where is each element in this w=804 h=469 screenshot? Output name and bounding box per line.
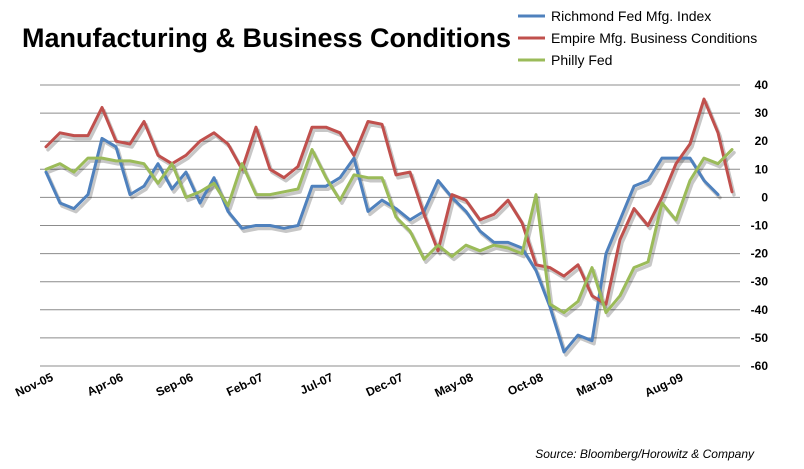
- x-tick-label: Apr-06: [85, 370, 126, 399]
- y-tick-label: -40: [751, 303, 769, 317]
- y-tick-label: 20: [755, 134, 769, 148]
- legend-label-2: Empire Mfg. Business Conditions: [551, 30, 757, 46]
- x-tick-label: May-08: [432, 370, 475, 400]
- x-tick-label: Aug-09: [642, 370, 685, 400]
- y-tick-label: -60: [751, 359, 769, 373]
- series-line-2: [44, 97, 734, 306]
- legend-label-3: Philly Fed: [551, 52, 612, 68]
- x-tick-label: Oct-08: [505, 370, 545, 399]
- y-tick-label: 0: [761, 190, 768, 204]
- y-tick-label: 40: [755, 78, 769, 92]
- series-line-1: [44, 136, 720, 354]
- y-axis-ticks: 40 30 20 10 0 -10 -20 -30 -40 -50 -60: [751, 78, 769, 373]
- x-tick-label: Dec-07: [364, 370, 406, 399]
- x-tick-label: Feb-07: [224, 370, 265, 399]
- legend-label-1: Richmond Fed Mfg. Index: [551, 8, 711, 24]
- y-tick-label: 10: [755, 162, 769, 176]
- series-lines: [44, 97, 736, 357]
- chart-source: Source: Bloomberg/Horowitz & Company: [535, 447, 755, 461]
- y-tick-label: -10: [751, 219, 769, 233]
- y-tick-label: 30: [755, 106, 769, 120]
- y-tick-label: -20: [751, 247, 769, 261]
- legend: Richmond Fed Mfg. Index Empire Mfg. Busin…: [518, 8, 757, 68]
- x-axis-ticks: Nov-05 Apr-06 Sep-06 Feb-07 Jul-07 Dec-07 May-…: [13, 370, 685, 400]
- x-tick-label: Mar-09: [574, 370, 615, 399]
- x-tick-label: Jul-07: [298, 370, 336, 397]
- y-tick-label: -50: [751, 331, 769, 345]
- y-tick-label: -30: [751, 275, 769, 289]
- chart-title: Manufacturing & Business Conditions: [22, 23, 511, 53]
- x-tick-label: Nov-05: [13, 370, 55, 400]
- x-tick-label: Sep-06: [154, 370, 196, 399]
- series-line-3: [44, 148, 734, 315]
